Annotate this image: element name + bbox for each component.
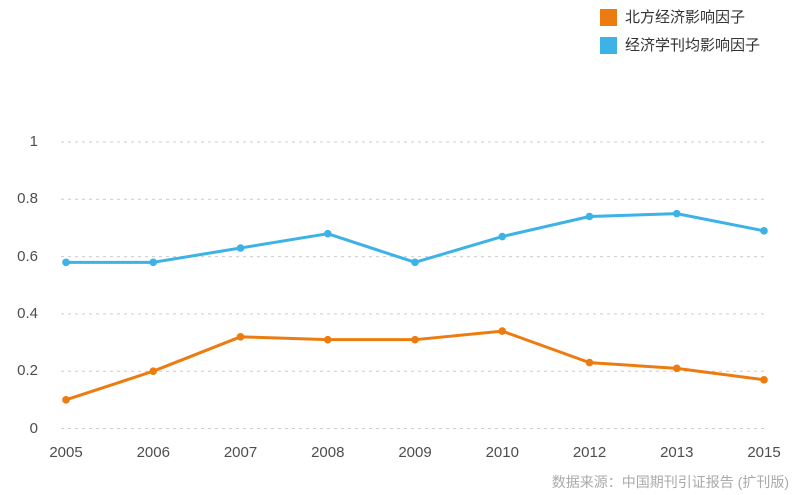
data-point <box>498 327 507 335</box>
x-tick-label: 2010 <box>485 444 519 461</box>
data-point <box>62 258 70 267</box>
data-point <box>672 209 681 218</box>
y-tick-label: 0.2 <box>17 362 38 380</box>
x-tick-label: 2015 <box>747 444 781 461</box>
data-point <box>760 375 768 384</box>
data-point <box>411 258 419 267</box>
data-point <box>760 227 768 235</box>
x-tick-label: 2009 <box>398 444 432 461</box>
data-point <box>323 335 332 344</box>
legend-swatch-blue <box>600 36 617 54</box>
legend-item-series-1[interactable]: 经济学刊均影响因子 <box>600 34 760 56</box>
data-point <box>323 229 332 238</box>
legend-label-series-1: 经济学刊均影响因子 <box>625 36 761 54</box>
data-point <box>62 396 70 404</box>
x-tick-label: 2008 <box>311 444 345 461</box>
y-tick-label: 0.6 <box>17 247 38 265</box>
data-point <box>585 358 594 367</box>
x-tick-label: 2007 <box>223 444 258 461</box>
legend-label-series-0: 北方经济影响因子 <box>625 8 746 26</box>
legend: 北方经济影响因子 经济学刊均影响因子 <box>600 6 760 62</box>
x-tick-label: 2012 <box>572 444 607 461</box>
data-point <box>149 367 158 376</box>
data-point <box>585 212 594 221</box>
data-source-note: 数据来源：中国期刊引证报告 (扩刊版) <box>551 474 789 490</box>
series-line-1 <box>64 212 766 264</box>
data-point <box>411 335 419 344</box>
y-tick-label: 0.8 <box>17 190 38 208</box>
data-point <box>672 364 681 373</box>
legend-item-series-0[interactable]: 北方经济影响因子 <box>600 6 760 28</box>
data-point <box>149 258 158 267</box>
y-tick-label: 0 <box>29 419 38 437</box>
data-point <box>236 244 245 252</box>
data-point <box>236 333 245 341</box>
x-tick-label: 2006 <box>136 444 170 461</box>
y-tick-label: 1 <box>29 133 38 150</box>
x-tick-label: 2005 <box>49 444 83 461</box>
y-tick-label: 0.4 <box>17 304 38 322</box>
x-tick-label: 2013 <box>660 444 694 461</box>
data-point <box>498 232 507 241</box>
legend-swatch-orange <box>600 8 617 26</box>
